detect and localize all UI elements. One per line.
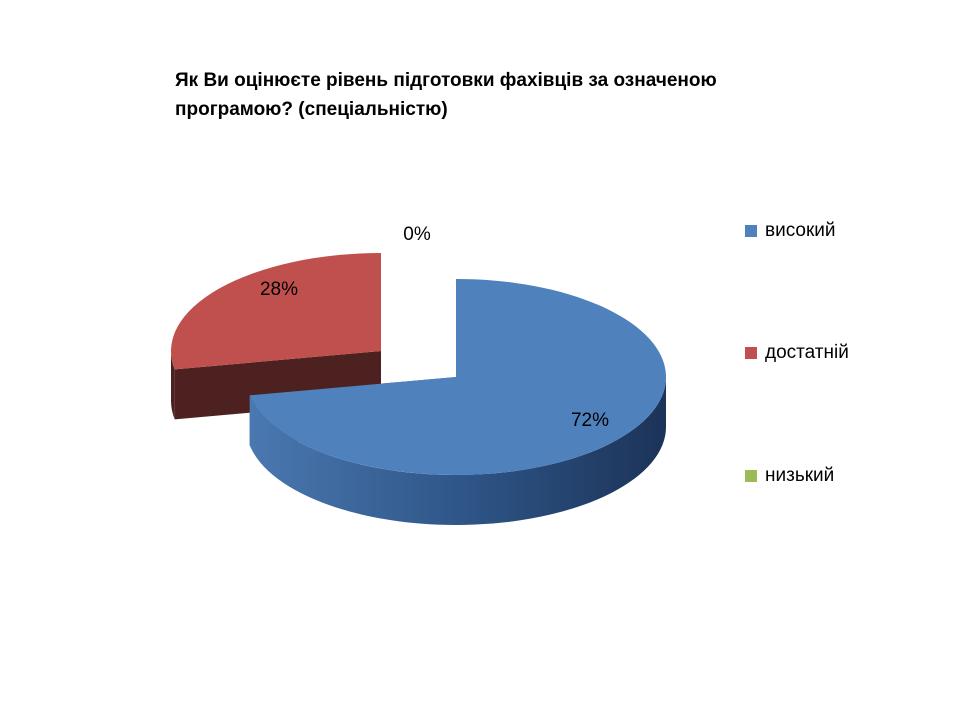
pie-slice-sufficient-top — [171, 253, 381, 370]
pie-slice-sufficient-side — [171, 351, 175, 420]
legend-swatch-low — [745, 470, 757, 482]
legend-label-high: високий — [765, 220, 836, 241]
legend-swatch-sufficient — [745, 347, 757, 359]
legend-item-sufficient: достатній — [745, 342, 849, 364]
chart-title-line-1: Як Ви оцінюєте рівень підготовки фахівці… — [175, 70, 717, 91]
legend-label-sufficient: достатній — [765, 342, 849, 363]
legend-swatch-high — [745, 225, 757, 237]
chart-title: Як Ви оцінюєте рівень підготовки фахівці… — [175, 66, 815, 124]
data-label-low: 0% — [403, 224, 431, 245]
data-label-sufficient: 28% — [260, 279, 298, 300]
chart-title-line-2: програмою? (спеціальністю) — [175, 99, 448, 120]
pie-slice-high — [249, 279, 667, 525]
legend-item-low: низький — [745, 465, 834, 487]
data-label-high: 72% — [571, 410, 609, 431]
legend-item-high: високий — [745, 220, 836, 242]
legend-label-low: низький — [765, 465, 835, 486]
pie-slice-high-side — [249, 377, 666, 525]
pie-slice-high-top — [249, 279, 667, 475]
